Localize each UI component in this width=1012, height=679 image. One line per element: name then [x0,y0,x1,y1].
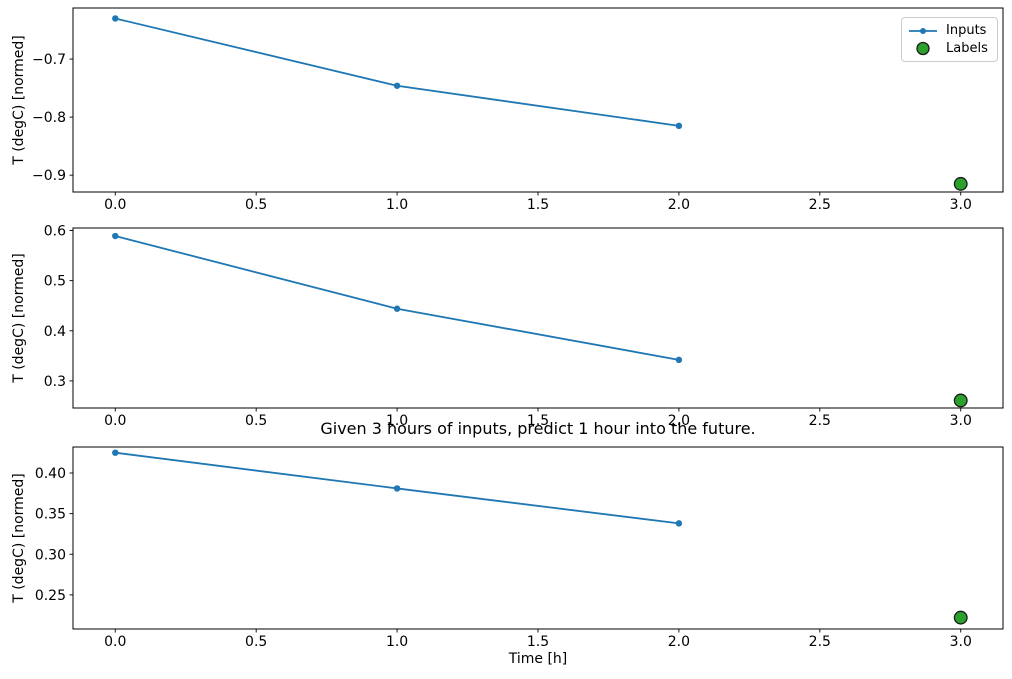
subplot-3: 0.0 0.5 1.0 1.5 2.0 2.5 3.0 0.40 0.35 0.30 0.25 [35,446,1004,650]
legend-item-labels: Labels [908,41,991,56]
y-tick-label: −0.8 [32,110,66,126]
x-tick-label: 3.0 [950,634,972,650]
axes-frame [72,7,1004,193]
inputs-line [115,235,680,361]
x-tick-label: 0.5 [245,413,267,429]
x-tick-label: 0.0 [104,413,126,429]
x-tick-label: 1.0 [386,413,408,429]
x-tick-label: 2.5 [809,413,831,429]
inputs-point [675,520,683,527]
subplot-2: 0.0 0.5 1.0 1.5 2.0 2.5 3.0 0.6 0.5 0.4 0.3 [44,224,1004,429]
y-axis-label-subplot-3: T (degC) [normed] [11,473,27,603]
y-tick-label: 0.4 [44,324,66,340]
y-tick-label: −0.7 [32,52,66,68]
x-tick-label: 0.0 [104,197,126,213]
x-tick-label: 0.5 [245,197,267,213]
inputs-point [393,305,401,312]
legend-item-inputs: Inputs [908,23,991,38]
inputs-point [112,232,119,240]
x-tick-label: 2.0 [668,413,690,429]
y-tick-label: 0.30 [35,547,66,563]
y-tick-label: −0.9 [32,168,66,184]
legend-label-labels: Labels [946,41,988,56]
legend: Inputs Labels [901,17,998,62]
subplot-1: 0.0 0.5 1.0 1.5 2.0 2.5 3.0 −0.7 −0.8 −0.9 [32,7,1004,213]
x-tick-label: 1.5 [527,197,549,213]
inputs-point [393,82,401,89]
axes-frame [72,227,1004,409]
x-tick-label: 2.0 [668,634,690,650]
inputs-point [112,449,119,456]
x-tick-label: 3.0 [950,197,972,213]
x-tick-label: 2.5 [809,197,831,213]
y-axis-label-subplot-2: T (degC) [normed] [11,253,27,383]
axes-frame [72,446,1004,630]
inputs-point [112,15,119,22]
x-tick-label: 3.0 [950,413,972,429]
x-axis-label: Time [h] [508,651,568,667]
y-tick-label: 0.3 [44,374,66,390]
x-tick-label: 0.0 [104,634,126,650]
x-tick-label: 1.5 [527,634,549,650]
x-tick-label: 2.0 [668,197,690,213]
inputs-point [675,122,683,130]
y-tick-label: 0.6 [44,224,66,240]
x-tick-label: 0.5 [245,634,267,650]
chart-title: Given 3 hours of inputs, predict 1 hour … [320,419,756,438]
inputs-point [393,485,401,492]
x-tick-label: 1.0 [386,197,408,213]
legend-label-inputs: Inputs [946,23,987,38]
x-tick-label: 2.5 [809,634,831,650]
x-tick-label: 1.0 [386,634,408,650]
inputs-line [115,17,680,127]
labels-point [953,176,968,191]
y-tick-label: 0.40 [35,466,66,482]
labels-point [953,610,968,625]
inputs-point [675,356,683,364]
y-tick-label: 0.25 [35,588,66,604]
y-tick-label: 0.5 [44,274,66,290]
inputs-line-marker-icon [909,27,937,34]
y-tick-label: 0.35 [35,507,66,523]
y-axis-label-subplot-1: T (degC) [normed] [11,35,27,165]
x-tick-label: 1.5 [527,413,549,429]
labels-point [953,393,968,408]
labels-circle-marker-icon [916,41,930,56]
